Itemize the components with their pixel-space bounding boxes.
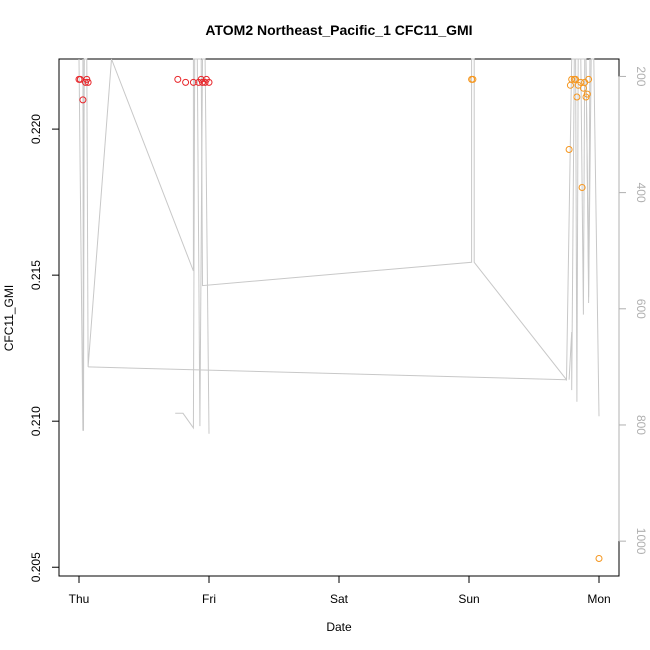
y2-tick-label: 200 xyxy=(634,66,648,86)
y-tick-label: 0.215 xyxy=(29,260,43,290)
x-tick-label: Sat xyxy=(330,592,349,606)
data-point xyxy=(573,93,581,101)
secondary-spike-2 xyxy=(568,58,591,402)
data-point xyxy=(84,78,92,86)
y-axis-label: CFC11_GMI xyxy=(2,285,16,351)
y-axis: 0.205 0.210 0.215 0.220 xyxy=(29,114,60,582)
x-axis-label: Date xyxy=(326,620,352,634)
x-tick-label: Fri xyxy=(202,592,216,606)
data-point xyxy=(79,96,87,104)
y-tick-label: 0.210 xyxy=(29,406,43,436)
secondary-spike-0 xyxy=(82,58,85,431)
y2-tick-label: 600 xyxy=(634,299,648,319)
x-tick-label: Mon xyxy=(587,592,610,606)
x-tick-label: Sun xyxy=(458,592,479,606)
y2-tick-label: 1000 xyxy=(634,528,648,555)
x-tick-label: Thu xyxy=(69,592,90,606)
data-point xyxy=(595,555,603,562)
data-point xyxy=(578,184,586,191)
y2-axis: 200 400 600 800 1000 xyxy=(618,66,648,555)
data-point xyxy=(577,78,585,86)
x-axis: Thu Fri Sat Sun Mon xyxy=(69,575,611,606)
data-point xyxy=(566,81,574,89)
plot-area xyxy=(58,58,620,577)
data-point xyxy=(565,146,573,153)
data-point xyxy=(205,78,213,86)
y2-tick-label: 400 xyxy=(634,183,648,203)
data-point xyxy=(189,78,197,86)
secondary-line xyxy=(78,58,600,431)
secondary-flat-line xyxy=(88,366,567,381)
secondary-spike-1 xyxy=(175,58,210,434)
data-point xyxy=(469,75,477,83)
data-point xyxy=(568,75,576,83)
data-point xyxy=(572,75,580,83)
y-tick-label: 0.220 xyxy=(29,114,43,144)
data-point xyxy=(583,90,591,98)
chart-title: ATOM2 Northeast_Pacific_1 CFC11_GMI xyxy=(205,22,472,38)
data-point xyxy=(585,75,593,83)
data-point xyxy=(174,75,182,83)
data-point xyxy=(182,78,190,86)
y-tick-label: 0.205 xyxy=(29,552,43,582)
y2-tick-label: 800 xyxy=(634,415,648,435)
secondary-line-layer xyxy=(78,58,600,434)
data-points-layer xyxy=(75,75,603,562)
